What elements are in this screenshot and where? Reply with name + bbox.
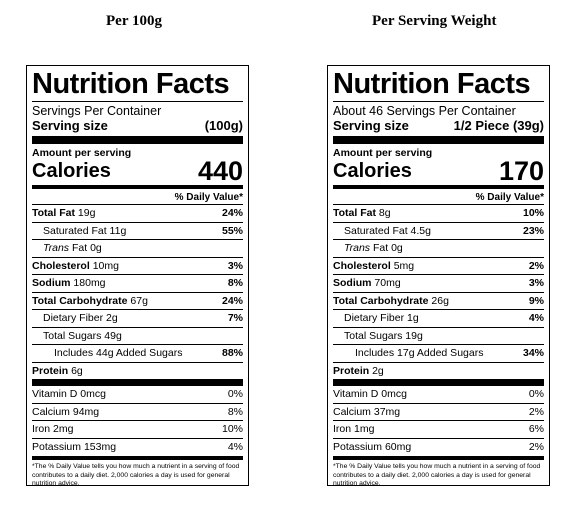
servings-per-container: Servings Per Container [32,104,162,118]
daily-value-header: % Daily Value* [174,192,243,203]
nutrient-row-total-sugars: Total Sugars 19g [333,326,544,345]
nutrition-label-per-serving: Nutrition Facts About 46 Servings Per Co… [327,65,550,489]
nutrient-row-calcium: Calcium 94mg 8% [32,402,243,421]
nutrient-row-calcium: Calcium 37mg 2% [333,402,544,421]
nutrient-row-trans-fat: Trans Fat 0g [333,239,544,257]
nutrient-row-dietary-fiber: Dietary Fiber 1g 4% [333,309,544,327]
amount-per-serving: Amount per serving [333,147,433,159]
nutrient-row-protein: Protein 2g [333,361,544,380]
heading-per-100g: Per 100g [106,13,162,29]
serving-size: Serving size (100g) [32,118,243,133]
nutrient-row-vitamin-d: Vitamin D 0mcg 0% [32,388,243,400]
nutrient-row-added-sugars: Includes 17g Added Sugars 34% [333,344,544,362]
nutrient-row-saturated-fat: Saturated Fat 11g 55% [32,221,243,240]
nutrient-row-potassium: Potassium 60mg 2% [333,437,544,456]
nutrition-label-per-100g: Nutrition Facts Servings Per Container S… [26,65,249,489]
nutrient-row-total-fat: Total Fat 19g 24% [32,204,243,222]
serving-size: Serving size 1/2 Piece (39g) [333,118,544,133]
nutrient-row-total-carbohydrate: Total Carbohydrate 26g 9% [333,291,544,310]
nutrient-row-sodium: Sodium 70mg 3% [333,274,544,292]
calories-row: Calories 170 [333,156,544,186]
nutrient-row-saturated-fat: Saturated Fat 4.5g 23% [333,221,544,240]
nutrition-facts-title: Nutrition Facts [333,68,531,100]
nutrient-row-cholesterol: Cholesterol 10mg 3% [32,256,243,275]
nutrient-row-added-sugars: Includes 44g Added Sugars 88% [32,344,243,362]
amount-per-serving: Amount per serving [32,147,132,159]
heading-per-serving: Per Serving Weight [372,13,497,29]
nutrition-facts-title: Nutrition Facts [32,68,230,100]
nutrient-row-cholesterol: Cholesterol 5mg 2% [333,256,544,275]
daily-value-header: % Daily Value* [475,192,544,203]
calories-value: 170 [498,156,544,186]
nutrient-row-potassium: Potassium 153mg 4% [32,437,243,456]
nutrient-row-iron: Iron 2mg 10% [32,420,243,438]
calories-row: Calories 440 [32,156,243,186]
nutrient-row-total-fat: Total Fat 8g 10% [333,204,544,222]
daily-value-footnote: *The % Daily Value tells you how much a … [333,456,544,489]
daily-value-footnote: *The % Daily Value tells you how much a … [32,456,243,489]
nutrient-row-dietary-fiber: Dietary Fiber 2g 7% [32,309,243,327]
nutrient-row-iron: Iron 1mg 6% [333,420,544,438]
nutrient-row-total-carbohydrate: Total Carbohydrate 67g 24% [32,291,243,310]
nutrient-row-vitamin-d: Vitamin D 0mcg 0% [333,388,544,400]
nutrient-row-protein: Protein 6g [32,361,243,380]
nutrient-row-sodium: Sodium 180mg 8% [32,274,243,292]
nutrient-row-total-sugars: Total Sugars 49g [32,326,243,345]
servings-per-container: About 46 Servings Per Container [333,104,516,118]
nutrient-row-trans-fat: Trans Fat 0g [32,239,243,257]
calories-value: 440 [197,156,243,186]
